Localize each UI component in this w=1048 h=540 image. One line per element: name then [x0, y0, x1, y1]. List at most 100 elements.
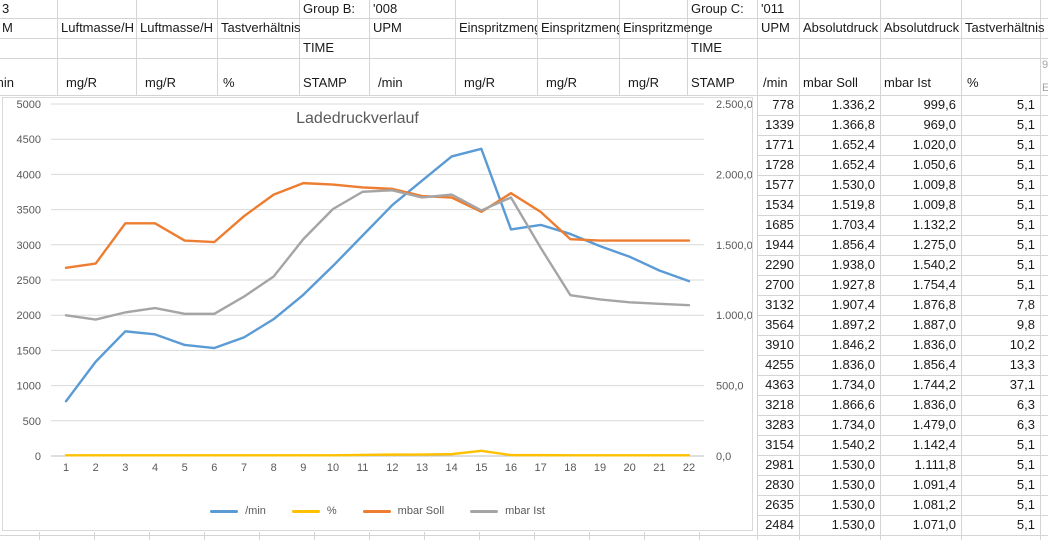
table-cell[interactable]: 13,3 — [1009, 357, 1035, 372]
header-cell-upm-partial[interactable]: M — [2, 20, 13, 35]
table-cell[interactable]: 5,1 — [1016, 237, 1035, 252]
table-cell[interactable]: 3218 — [765, 397, 794, 412]
legend-item[interactable]: /min — [210, 505, 266, 517]
table-cell[interactable]: 1685 — [765, 217, 794, 232]
header-cell-tastverhaeltnis-1[interactable]: Tastverhältnis — [221, 20, 301, 35]
table-cell[interactable]: 1.540,2 — [831, 437, 875, 452]
table-cell[interactable]: 3283 — [765, 417, 794, 432]
table-cell[interactable]: 1944 — [765, 237, 794, 252]
table-cell[interactable]: 1.540,2 — [912, 257, 956, 272]
table-cell[interactable]: 1.907,4 — [831, 297, 875, 312]
table-cell[interactable]: 2830 — [765, 477, 794, 492]
table-cell[interactable]: 1.887,0 — [912, 317, 956, 332]
table-cell[interactable]: 1.938,0 — [831, 257, 875, 272]
table-cell[interactable]: 1.081,2 — [912, 497, 956, 512]
table-cell[interactable]: 2635 — [765, 497, 794, 512]
table-cell[interactable]: 1.530,0 — [831, 517, 875, 532]
unit-cell-mgr-5[interactable]: mg/R — [619, 58, 687, 95]
table-cell[interactable]: 5,1 — [1016, 157, 1035, 172]
unit-cell-mgr-4[interactable]: mg/R — [537, 58, 619, 95]
table-cell[interactable]: 1.876,8 — [912, 297, 956, 312]
table-cell[interactable]: 4363 — [765, 377, 794, 392]
header-cell-time-b[interactable]: TIME — [303, 40, 335, 55]
table-cell[interactable]: 1577 — [765, 177, 794, 192]
table-cell[interactable]: 5,1 — [1016, 257, 1035, 272]
table-cell[interactable]: 1.530,0 — [831, 477, 875, 492]
table-cell[interactable]: 969,0 — [923, 117, 956, 132]
header-cell-partial[interactable]: 3 — [2, 1, 10, 16]
table-cell[interactable]: 1.856,4 — [912, 357, 956, 372]
table-cell[interactable]: 1.530,0 — [831, 177, 875, 192]
table-cell[interactable]: 1.836,0 — [831, 357, 875, 372]
table-cell[interactable]: 1.071,0 — [912, 517, 956, 532]
table-cell[interactable]: 5,1 — [1016, 277, 1035, 292]
table-cell[interactable]: 1728 — [765, 157, 794, 172]
unit-cell-mgr-3[interactable]: mg/R — [455, 58, 537, 95]
unit-cell-mgr-2[interactable]: mg/R — [136, 58, 218, 95]
series-line-min[interactable] — [64, 147, 691, 403]
table-cell[interactable]: 1534 — [765, 197, 794, 212]
header-cell-upm-c[interactable]: UPM — [761, 20, 790, 35]
unit-cell-mgr-1[interactable]: mg/R — [57, 58, 137, 95]
table-cell[interactable]: 3154 — [765, 437, 794, 452]
table-cell[interactable]: 1.479,0 — [912, 417, 956, 432]
table-cell[interactable]: 5,1 — [1016, 477, 1035, 492]
table-cell[interactable]: 2700 — [765, 277, 794, 292]
table-cell[interactable]: 1.519,8 — [831, 197, 875, 212]
table-cell[interactable]: 10,2 — [1009, 337, 1035, 352]
table-cell[interactable]: 3564 — [765, 317, 794, 332]
legend-item[interactable]: % — [291, 505, 337, 517]
table-cell[interactable]: 5,1 — [1016, 457, 1035, 472]
table-cell[interactable]: 1.366,8 — [831, 117, 875, 132]
table-cell[interactable]: 1.897,2 — [831, 317, 875, 332]
table-cell[interactable]: 1.703,4 — [831, 217, 875, 232]
table-cell[interactable]: 1.866,6 — [831, 397, 875, 412]
table-cell[interactable]: 1.652,4 — [831, 157, 875, 172]
table-cell[interactable]: 1.744,2 — [912, 377, 956, 392]
group-c-value[interactable]: '011 — [761, 1, 785, 16]
legend-item[interactable]: mbar Soll — [362, 505, 444, 517]
table-cell[interactable]: 6,3 — [1016, 417, 1035, 432]
unit-cell-mbar-soll[interactable]: mbar Soll — [799, 58, 880, 95]
table-cell[interactable]: 5,1 — [1016, 497, 1035, 512]
table-cell[interactable]: 37,1 — [1009, 377, 1035, 392]
table-cell[interactable]: 5,1 — [1016, 517, 1035, 532]
series-line-[interactable] — [64, 449, 691, 457]
table-cell[interactable]: 1.734,0 — [831, 417, 875, 432]
header-cell-luftmasse-1[interactable]: Luftmasse/H — [61, 20, 134, 35]
unit-cell-pct-1[interactable]: % — [217, 58, 299, 95]
unit-cell-pct-2[interactable]: % — [961, 58, 1040, 95]
table-cell[interactable]: 9,8 — [1016, 317, 1035, 332]
legend-item[interactable]: mbar Ist — [470, 505, 545, 517]
table-cell[interactable]: 1.009,8 — [912, 177, 956, 192]
table-cell[interactable]: 1.927,8 — [831, 277, 875, 292]
table-cell[interactable]: 1.275,0 — [912, 237, 956, 252]
table-cell[interactable]: 1.836,0 — [912, 397, 956, 412]
table-cell[interactable]: 1.336,2 — [831, 97, 875, 112]
table-cell[interactable]: 999,6 — [923, 97, 956, 112]
header-cell-einspritzmenge-1[interactable]: Einspritzmenge — [459, 20, 537, 35]
header-cell-absolutdruck-1[interactable]: Absolutdruck — [803, 20, 879, 35]
table-cell[interactable]: 1.020,0 — [912, 137, 956, 152]
table-cell[interactable]: 1.050,6 — [912, 157, 956, 172]
table-cell[interactable]: 5,1 — [1016, 177, 1035, 192]
table-cell[interactable]: 2484 — [765, 517, 794, 532]
table-cell[interactable]: 1.846,2 — [831, 337, 875, 352]
header-cell-einspritzmenge-2[interactable]: Einspritzmenge — [541, 20, 619, 35]
table-cell[interactable]: 1.836,0 — [912, 337, 956, 352]
table-cell[interactable]: 5,1 — [1016, 97, 1035, 112]
table-cell[interactable]: 6,3 — [1016, 397, 1035, 412]
header-cell-einspritzmenge-3[interactable]: Einspritzmenge — [623, 20, 713, 35]
table-cell[interactable]: 1.652,4 — [831, 137, 875, 152]
table-cell[interactable]: 778 — [772, 97, 794, 112]
group-b-label[interactable]: Group B: — [303, 1, 356, 16]
series-line-mbarsoll[interactable] — [64, 181, 691, 270]
table-cell[interactable]: 5,1 — [1016, 437, 1035, 452]
table-cell[interactable]: 1.530,0 — [831, 457, 875, 472]
table-cell[interactable]: 1.530,0 — [831, 497, 875, 512]
unit-cell-min-b[interactable]: /min — [369, 58, 455, 95]
table-cell[interactable]: 1.142,4 — [912, 437, 956, 452]
table-cell[interactable]: 1.754,4 — [912, 277, 956, 292]
table-cell[interactable]: 4255 — [765, 357, 794, 372]
table-cell[interactable]: 1771 — [765, 137, 794, 152]
